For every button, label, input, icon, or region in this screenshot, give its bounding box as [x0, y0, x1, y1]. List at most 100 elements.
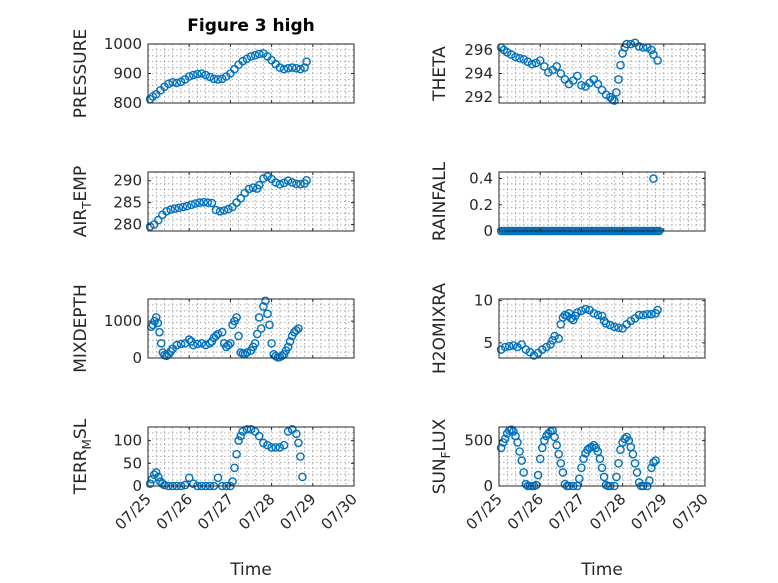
- data-point: [267, 443, 276, 452]
- data-point: [174, 203, 184, 213]
- data-point: [160, 480, 169, 490]
- y-tick-label: 0: [132, 477, 142, 495]
- data-point: [213, 473, 223, 483]
- data-point: [250, 338, 260, 348]
- data-point: [649, 458, 658, 467]
- data-point: [232, 449, 241, 459]
- data-point: [573, 71, 582, 81]
- data-point: [552, 440, 562, 450]
- data-point: [149, 470, 159, 480]
- y-tick-label: 0: [483, 222, 493, 240]
- data-point: [645, 476, 654, 485]
- data-point: [197, 338, 206, 348]
- x-tick-label: 07/29: [276, 490, 319, 533]
- x-tick-label: 07/29: [627, 490, 670, 533]
- data-point: [593, 79, 603, 89]
- data-point: [634, 42, 644, 51]
- data-point: [211, 205, 221, 215]
- y-axis-label-main: MIXDEPTH: [71, 284, 91, 373]
- data-point: [302, 57, 311, 67]
- subplot-air_temp: 280 285 290 AIRTEMP: [71, 166, 355, 237]
- y-axis-label: PRESSURE: [71, 29, 91, 118]
- y-axis-label: RAINFALL: [430, 161, 450, 241]
- data-point: [172, 78, 182, 88]
- y-tick-label: 0: [132, 349, 142, 367]
- x-tick-label: 07/25: [463, 490, 506, 533]
- data-point: [155, 327, 164, 337]
- data-point: [523, 57, 533, 67]
- data-point: [259, 174, 268, 183]
- data-point: [599, 316, 609, 326]
- data-point: [628, 449, 638, 459]
- data-point: [186, 200, 196, 210]
- data-point: [275, 179, 285, 189]
- data-point: [587, 442, 597, 452]
- y-tick-label: 0: [483, 477, 493, 495]
- data-point: [193, 69, 202, 79]
- data-point: [217, 74, 227, 84]
- data-point: [205, 338, 215, 348]
- data-point: [236, 193, 245, 203]
- y-tick-label: 500: [464, 432, 493, 450]
- data-point: [558, 313, 568, 322]
- data-point: [287, 178, 297, 187]
- data-point: [238, 427, 248, 436]
- data-point: [263, 309, 272, 319]
- data-point: [548, 335, 557, 345]
- data-point: [630, 458, 640, 468]
- data-point: [612, 472, 621, 482]
- axes-background: [499, 299, 705, 358]
- data-point: [275, 63, 285, 72]
- y-tick-label: 10: [474, 292, 493, 310]
- data-point: [219, 206, 229, 215]
- data-point: [632, 468, 642, 477]
- data-point: [254, 313, 264, 322]
- data-point: [554, 334, 564, 343]
- data-point: [184, 473, 194, 483]
- x-tick-label: 07/27: [194, 490, 237, 533]
- data-point: [254, 180, 264, 190]
- data-point: [577, 463, 586, 473]
- data-point: [626, 316, 636, 326]
- y-tick-label: 285: [113, 194, 142, 212]
- x-axis-label: Time: [580, 560, 623, 580]
- data-point: [242, 424, 252, 434]
- y-axis-label-main: TERR: [71, 449, 91, 495]
- data-point: [151, 468, 161, 477]
- data-point: [256, 324, 266, 333]
- data-point: [151, 313, 161, 322]
- data-point: [513, 438, 522, 447]
- data-point: [275, 443, 285, 452]
- data-point: [267, 338, 276, 348]
- data-point: [223, 340, 233, 350]
- axes-background: [148, 172, 354, 231]
- data-point: [178, 202, 188, 212]
- y-tick-label: 800: [113, 94, 142, 112]
- data-point: [176, 339, 186, 349]
- data-point: [197, 69, 206, 78]
- data-point: [515, 53, 524, 63]
- axes-background: [148, 427, 354, 486]
- data-point: [294, 324, 303, 333]
- data-point: [612, 88, 621, 97]
- data-point: [234, 331, 243, 341]
- data-point: [649, 50, 658, 59]
- data-point: [215, 206, 225, 216]
- data-point: [261, 296, 270, 306]
- figure-title: Figure 3 high: [187, 16, 315, 36]
- data-point: [254, 49, 264, 59]
- y-tick-label: 1000: [104, 35, 142, 53]
- data-point: [593, 310, 603, 320]
- data-point: [577, 306, 586, 316]
- data-point: [552, 62, 562, 71]
- data-point: [509, 427, 518, 436]
- data-point: [291, 325, 301, 335]
- y-axis-label-main: RAINFALL: [430, 161, 450, 241]
- data-point: [199, 197, 208, 207]
- x-tick-label: 07/26: [153, 490, 196, 533]
- data-point: [236, 431, 245, 441]
- data-point: [634, 310, 644, 320]
